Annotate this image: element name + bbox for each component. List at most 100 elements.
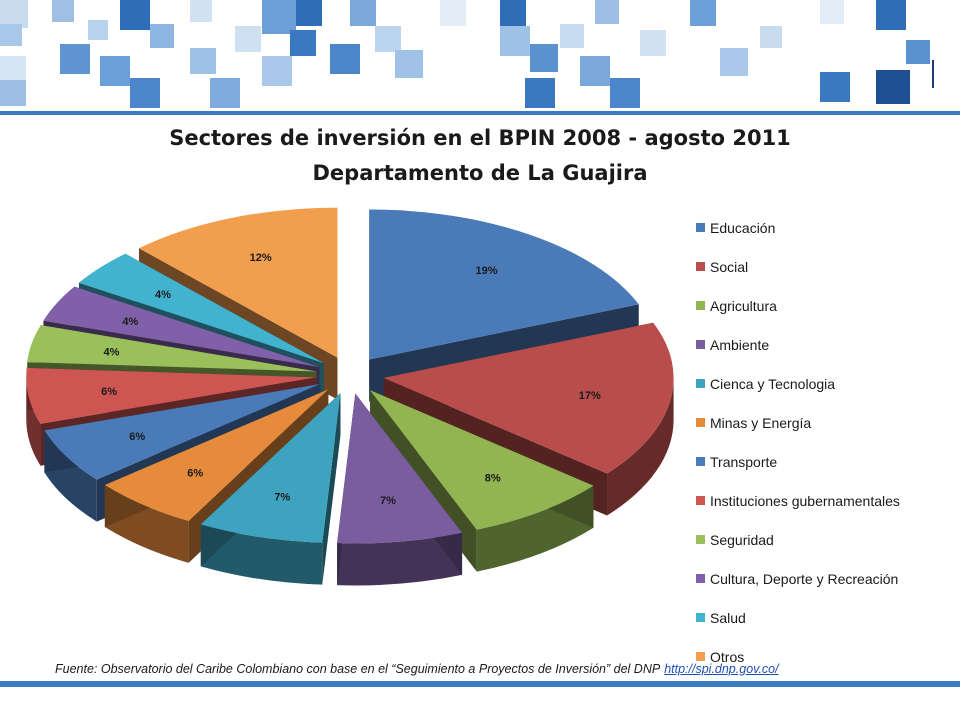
legend-label: Educación — [710, 219, 776, 236]
mosaic-tile — [690, 0, 716, 26]
mosaic-tile — [296, 0, 322, 26]
legend-label: Otros — [710, 648, 745, 665]
legend-item: Educación — [696, 208, 936, 247]
mosaic-tile — [395, 50, 423, 78]
slice-label: 4% — [104, 346, 120, 358]
legend-swatch — [696, 262, 705, 271]
legend-item: Social — [696, 247, 936, 286]
pie-slice-top — [104, 389, 329, 521]
legend-label: Ambiente — [710, 336, 770, 353]
pie-slice-side — [607, 377, 674, 516]
mosaic-tile — [906, 40, 930, 64]
mosaic-tile — [150, 24, 174, 48]
mosaic-tile — [52, 0, 74, 22]
legend-item: Instituciones gubernamentales — [696, 481, 936, 520]
header-banner — [0, 0, 960, 112]
mosaic-tile — [525, 78, 555, 108]
pie-slice-top — [43, 286, 320, 368]
mosaic-tile — [0, 0, 28, 28]
source-link[interactable]: http://spi.dnp.gov.co/ — [664, 662, 779, 676]
mosaic-tile — [375, 26, 401, 52]
mosaic-tile — [876, 0, 906, 30]
mosaic-tile — [876, 70, 910, 104]
header-divider — [0, 111, 960, 115]
slice-label: 7% — [380, 495, 396, 507]
page-title: Sectores de inversión en el BPIN 2008 - … — [169, 126, 791, 150]
pie-slice-top — [26, 367, 317, 424]
legend-label: Agricultura — [710, 297, 777, 314]
mosaic-tile — [88, 20, 108, 40]
legend-item: Ambiente — [696, 325, 936, 364]
decorative-mosaic — [0, 0, 960, 108]
mosaic-tile — [820, 0, 844, 24]
mosaic-tile — [0, 24, 22, 46]
mosaic-tile — [595, 0, 619, 24]
mosaic-tile — [262, 56, 292, 86]
slice-label: 4% — [122, 316, 138, 328]
mosaic-tile — [760, 26, 782, 48]
legend-label: Cultura, Deporte y Recreación — [710, 570, 899, 587]
mosaic-tile — [190, 0, 212, 22]
mosaic-tile — [210, 78, 240, 108]
mosaic-tile — [530, 44, 558, 72]
legend-swatch — [696, 496, 705, 505]
slice-label: 7% — [274, 492, 290, 504]
legend-label: Salud — [710, 609, 746, 626]
pie-slice-top — [383, 322, 674, 474]
legend-swatch — [696, 223, 705, 232]
mosaic-tile — [640, 30, 666, 56]
footer-divider — [0, 681, 960, 687]
pie-slice-side — [200, 524, 323, 585]
legend-swatch — [696, 418, 705, 427]
legend-swatch — [696, 535, 705, 544]
legend-swatch — [696, 574, 705, 583]
pie-slice-top — [27, 325, 317, 372]
mosaic-tile — [500, 26, 530, 56]
legend-swatch — [696, 301, 705, 310]
pie-slice-face — [322, 392, 341, 585]
legend-label: Social — [710, 258, 749, 275]
mosaic-tile — [0, 80, 26, 106]
page-subtitle: Departamento de La Guajira — [312, 161, 648, 185]
slice-label: 6% — [129, 431, 145, 443]
slice-label: 6% — [187, 468, 203, 480]
legend-swatch — [696, 457, 705, 466]
legend-item: Cultura, Deporte y Recreación — [696, 559, 936, 598]
mosaic-tile — [120, 0, 150, 30]
pie-slice-top — [337, 393, 463, 544]
chart-legend: Educación Social Agricultura Ambiente Cienca… — [696, 208, 936, 676]
source-text: Fuente: Observatorio del Caribe Colombia… — [55, 662, 661, 676]
slice-label: 6% — [101, 386, 117, 398]
pie-slice: 7% — [200, 392, 341, 585]
legend-item: Minas y Energía — [696, 403, 936, 442]
legend-item: Agricultura — [696, 286, 936, 325]
mosaic-tile — [500, 0, 526, 26]
mosaic-tile — [290, 30, 316, 56]
legend-item: Otros — [696, 637, 936, 676]
slice-label: 8% — [485, 473, 501, 485]
mosaic-tile — [262, 0, 296, 34]
pie-slice-top — [369, 390, 594, 530]
pie-slice-side — [337, 532, 463, 586]
mosaic-tile — [610, 78, 640, 108]
legend-item: Cienca y Tecnologia — [696, 364, 936, 403]
legend-item: Transporte — [696, 442, 936, 481]
pie-slice-top — [138, 207, 338, 358]
mosaic-tile — [580, 56, 610, 86]
pie-slice-top — [369, 209, 639, 360]
mosaic-tile — [235, 26, 261, 52]
pie-slice-side — [26, 377, 41, 466]
pie-slice-top — [78, 253, 324, 364]
pie-slice: 7% — [337, 393, 463, 586]
legend-swatch — [696, 613, 705, 622]
mosaic-tile — [60, 44, 90, 74]
legend-label: Instituciones gubernamentales — [710, 492, 900, 509]
slice-label: 19% — [475, 265, 497, 277]
slice-label: 12% — [250, 252, 272, 264]
mosaic-tile — [130, 78, 160, 108]
mosaic-tile — [720, 48, 748, 76]
legend-label: Seguridad — [710, 531, 774, 548]
mosaic-tile — [100, 56, 130, 86]
mosaic-tile — [820, 72, 850, 102]
pie-chart: 12% 19% 4% 4% 4% 6% 17% 6% 6% 8% 7% 7% — [26, 207, 674, 586]
